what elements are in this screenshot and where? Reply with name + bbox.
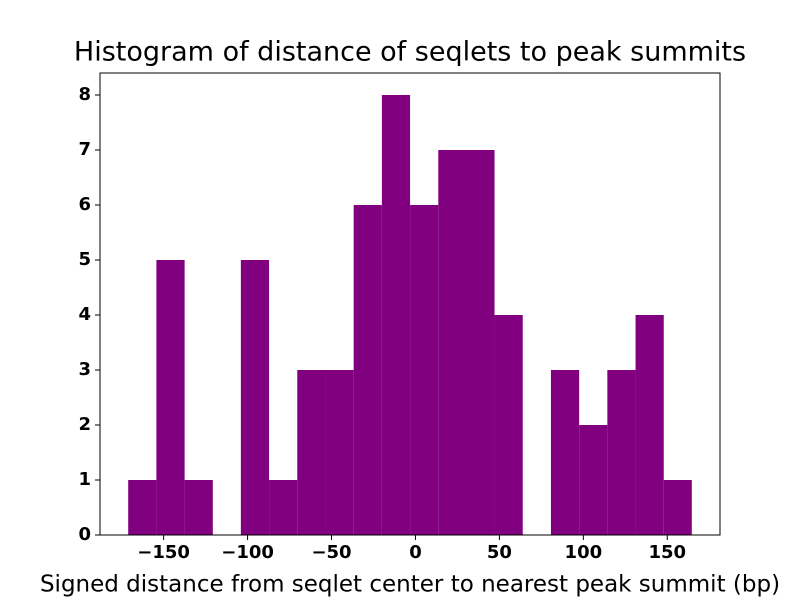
bar [184, 480, 213, 535]
bar [240, 260, 270, 535]
y-tick-label: 3 [78, 359, 91, 380]
bar [579, 425, 608, 535]
bar [494, 315, 523, 535]
y-tick-label: 7 [78, 139, 91, 160]
bar [663, 480, 692, 535]
bar [607, 370, 636, 535]
bar [353, 205, 382, 535]
bar [156, 260, 185, 535]
bar [269, 480, 298, 535]
x-axis-label: Signed distance from seqlet center to ne… [40, 572, 780, 598]
bar [438, 150, 467, 535]
chart-title: Histogram of distance of seqlets to peak… [74, 37, 746, 68]
y-tick-label: 2 [78, 414, 91, 435]
x-tick-label: 150 [648, 542, 686, 563]
x-tick-label: 0 [409, 542, 422, 563]
y-tick-label: 0 [78, 524, 91, 545]
x-tick-label: −100 [221, 542, 274, 563]
bar [466, 150, 495, 535]
axes-frame [99, 72, 721, 536]
y-tick-label: 5 [78, 249, 91, 270]
bar [128, 480, 157, 535]
y-tick-label: 8 [78, 84, 91, 105]
x-tick-label: −150 [137, 542, 190, 563]
bar [410, 205, 439, 535]
bar [550, 370, 580, 535]
bar [381, 95, 411, 535]
bar [325, 370, 354, 535]
x-tick-label: −50 [311, 542, 351, 563]
y-tick-label: 6 [78, 194, 91, 215]
bar [297, 370, 326, 535]
y-tick-label: 4 [78, 304, 91, 325]
x-tick-label: 100 [565, 542, 603, 563]
y-tick-label: 1 [78, 469, 91, 490]
bar [635, 315, 664, 535]
x-tick-label: 50 [487, 542, 512, 563]
